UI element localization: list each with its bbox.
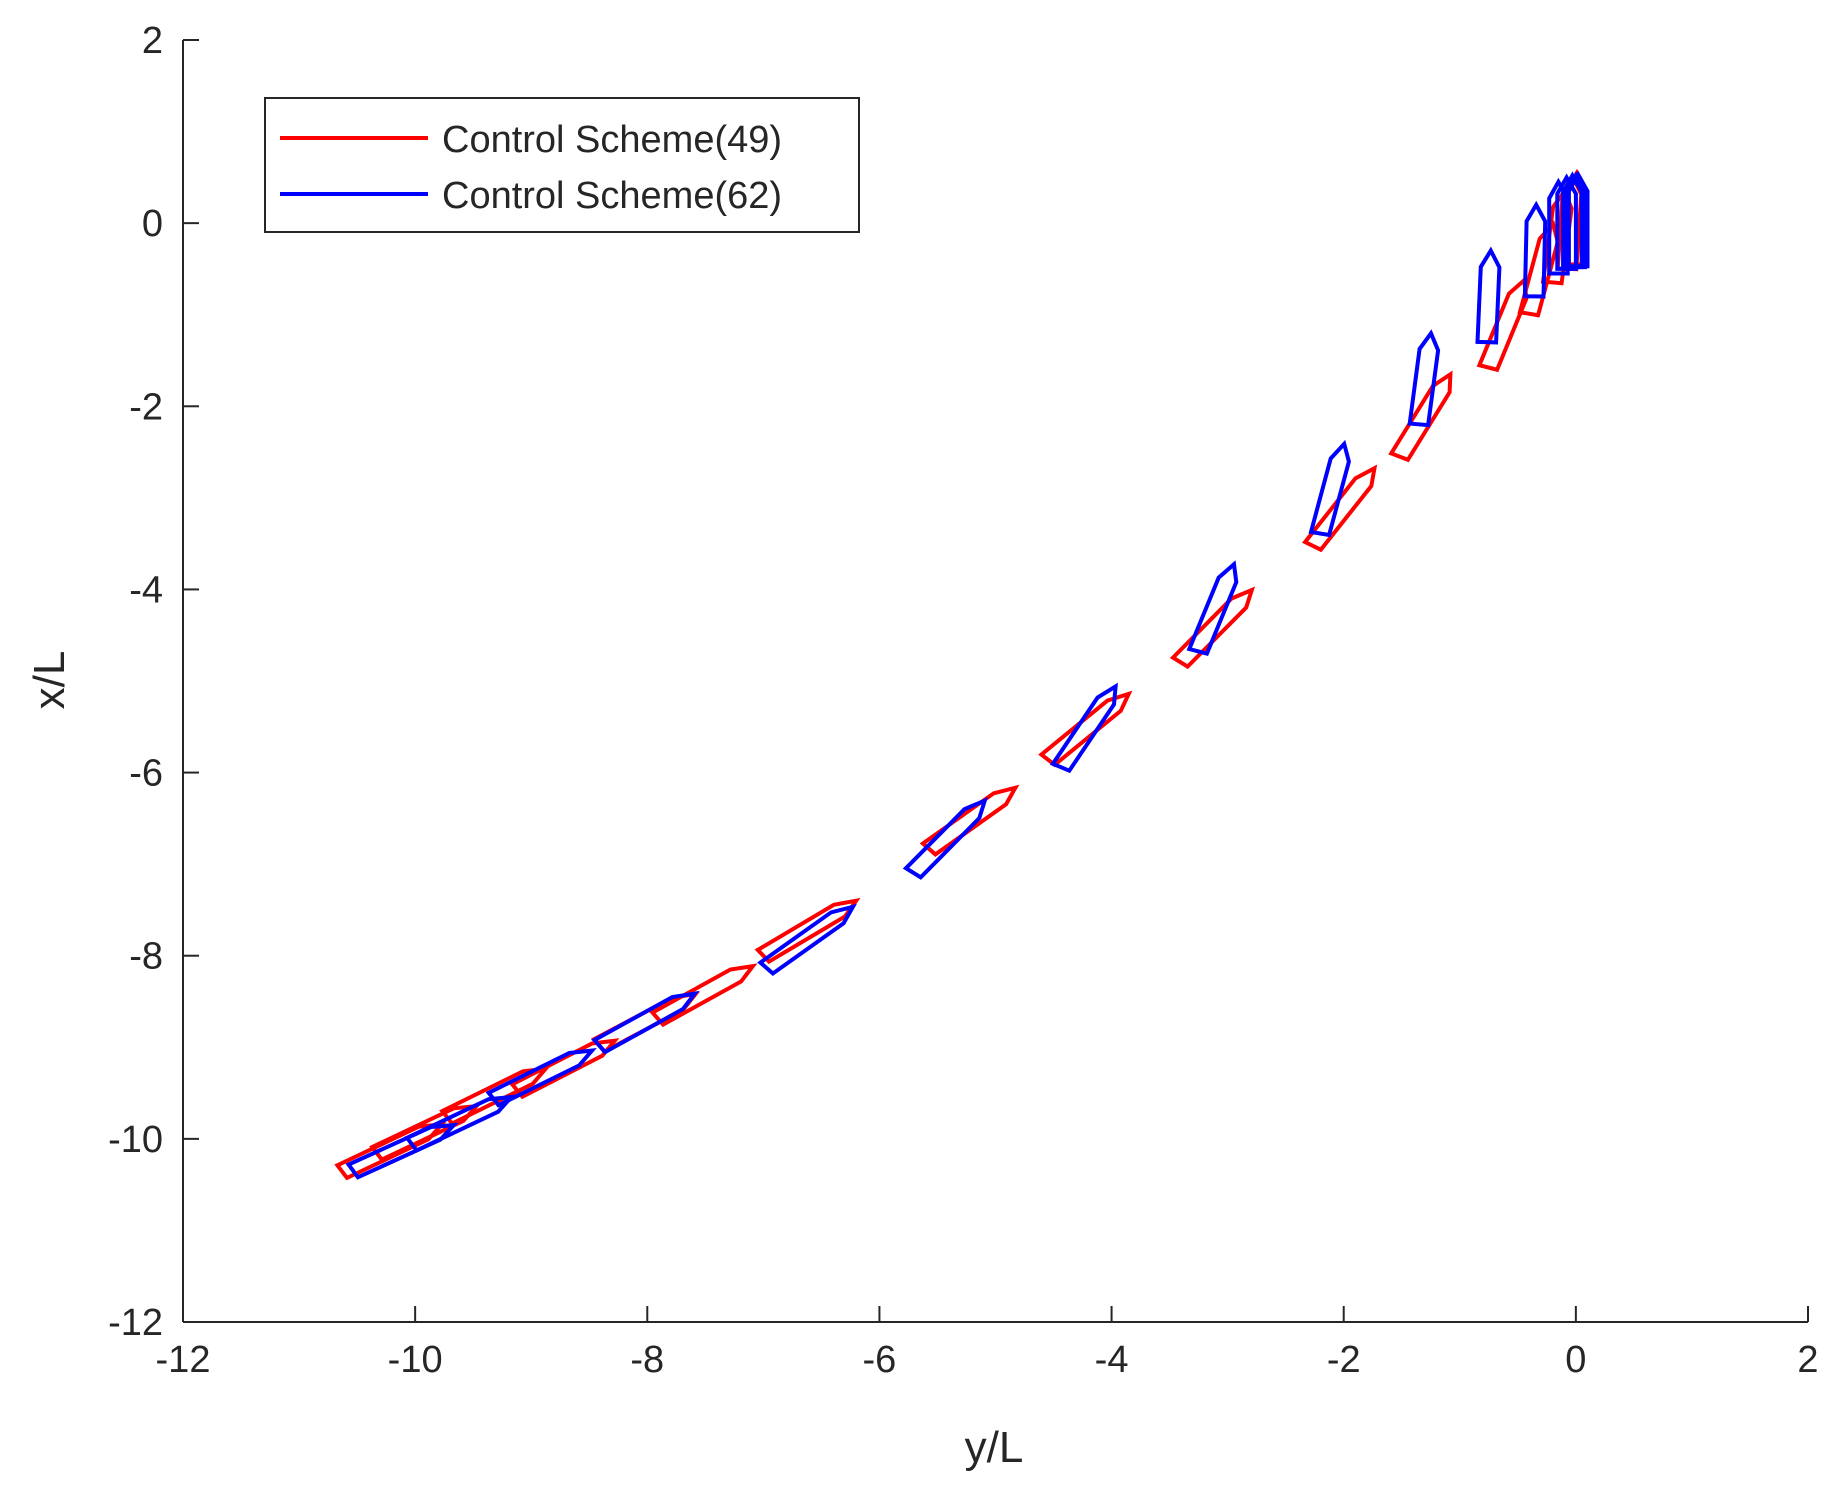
x-tick-label: -6: [863, 1339, 897, 1381]
series-2-ships: [345, 170, 1590, 1180]
axes: -12 -10 -8 -6 -4 -2 0 2 2 0 -2 -4 -6 -8 -10 -12: [108, 20, 1818, 1381]
ship-outline: [591, 990, 700, 1055]
ship-outline: [1301, 464, 1378, 553]
legend: Control Scheme(49) Control Scheme(62): [264, 97, 860, 233]
y-tick-label: -6: [129, 753, 163, 795]
ship-outline: [1186, 560, 1239, 656]
ship-outline: [757, 903, 857, 977]
x-tick-label: -2: [1327, 1339, 1361, 1381]
x-tick-label: -10: [388, 1339, 443, 1381]
axis-labels: y/L x/L: [25, 651, 1023, 1472]
ship-outline: [1522, 200, 1548, 299]
x-tick-label: 0: [1565, 1339, 1586, 1381]
legend-label-series-2: Control Scheme(62): [442, 175, 782, 217]
ship-outline: [1169, 586, 1256, 670]
y-tick-label: -4: [129, 569, 163, 611]
y-tick-label: -2: [129, 386, 163, 428]
ship-outline: [1308, 439, 1351, 538]
x-axis-label: y/L: [965, 1423, 1024, 1472]
legend-label-series-1: Control Scheme(49): [442, 119, 782, 161]
legend-box: [264, 97, 860, 233]
y-tick-label: -10: [108, 1119, 163, 1161]
ship-outline: [403, 1094, 517, 1153]
ship-outline: [439, 1066, 551, 1127]
y-tick-label: -12: [108, 1302, 163, 1344]
ship-outline: [1475, 246, 1502, 345]
ship-outline: [902, 797, 989, 880]
y-axis-label: x/L: [25, 651, 74, 710]
ship-outline: [1388, 370, 1453, 463]
y-tick-label: 2: [142, 20, 163, 62]
plot-area: [334, 168, 1590, 1181]
x-tick-label: -4: [1095, 1339, 1129, 1381]
x-tick-label: -8: [630, 1339, 664, 1381]
x-tick-label: 2: [1797, 1339, 1818, 1381]
x-tick-label: -12: [156, 1339, 211, 1381]
y-tick-label: -8: [129, 936, 163, 978]
ship-outline: [1566, 170, 1590, 269]
ship-outline: [1407, 329, 1441, 428]
ship-outline: [485, 1047, 597, 1108]
ship-outline: [1049, 682, 1118, 774]
y-tick-label: 0: [142, 203, 163, 245]
